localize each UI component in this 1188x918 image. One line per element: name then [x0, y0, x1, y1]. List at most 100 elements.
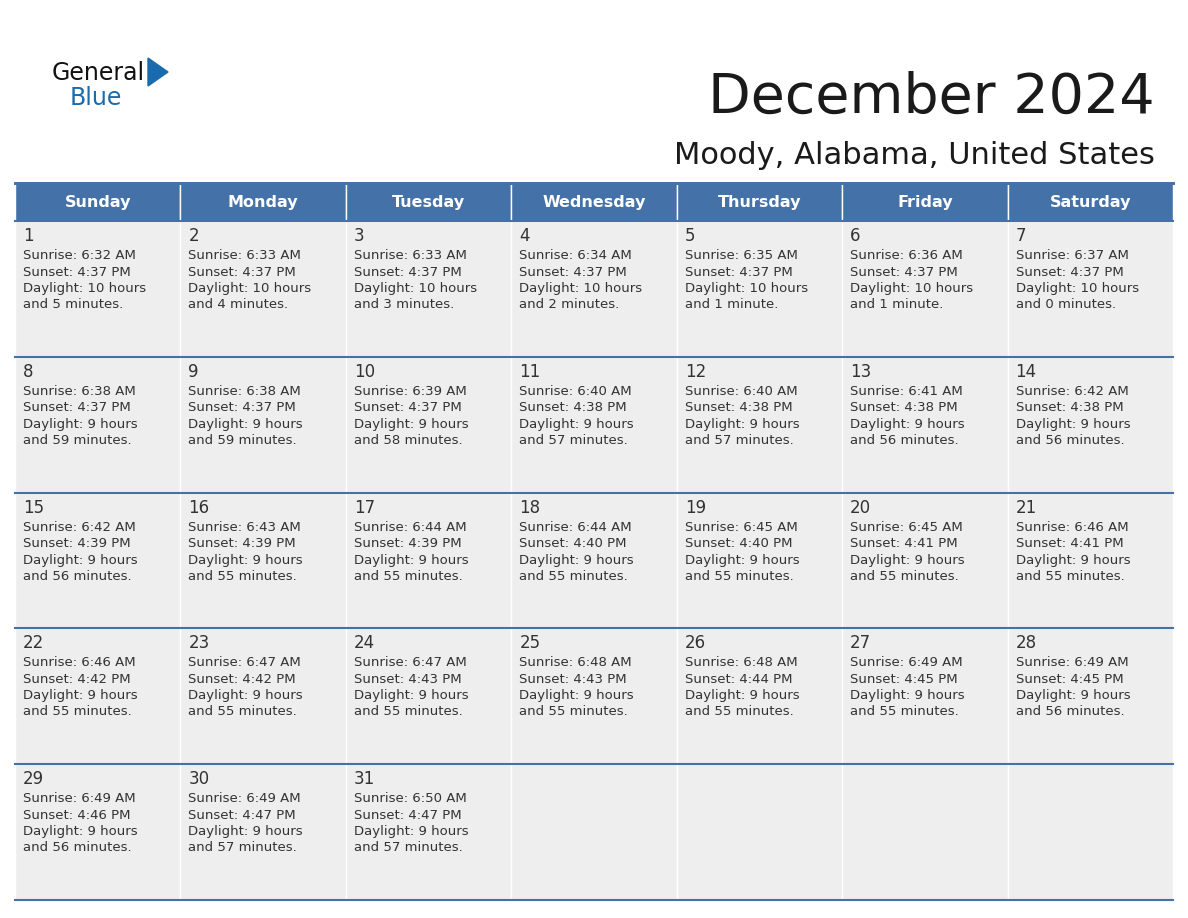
Text: Sunset: 4:44 PM: Sunset: 4:44 PM — [684, 673, 792, 686]
Text: Sunrise: 6:43 AM: Sunrise: 6:43 AM — [189, 521, 302, 533]
Polygon shape — [148, 58, 168, 86]
Bar — [842, 493, 1007, 629]
Text: Sunrise: 6:48 AM: Sunrise: 6:48 AM — [684, 656, 797, 669]
Text: Daylight: 9 hours
and 57 minutes.: Daylight: 9 hours and 57 minutes. — [354, 825, 468, 855]
Text: Sunset: 4:43 PM: Sunset: 4:43 PM — [519, 673, 627, 686]
Text: Sunrise: 6:37 AM: Sunrise: 6:37 AM — [1016, 249, 1129, 262]
Text: Sunrise: 6:44 AM: Sunrise: 6:44 AM — [519, 521, 632, 533]
Text: 4: 4 — [519, 227, 530, 245]
Text: Sunrise: 6:38 AM: Sunrise: 6:38 AM — [23, 385, 135, 397]
Bar — [15, 629, 181, 764]
Text: 30: 30 — [189, 770, 209, 789]
Text: Daylight: 9 hours
and 56 minutes.: Daylight: 9 hours and 56 minutes. — [23, 825, 138, 855]
Text: 22: 22 — [23, 634, 44, 653]
Text: Sunrise: 6:35 AM: Sunrise: 6:35 AM — [684, 249, 797, 262]
Bar — [511, 221, 677, 357]
Text: Sunset: 4:38 PM: Sunset: 4:38 PM — [519, 401, 627, 414]
Text: General: General — [52, 61, 145, 85]
Bar — [842, 221, 1007, 357]
Text: Monday: Monday — [228, 195, 298, 209]
Text: Sunset: 4:38 PM: Sunset: 4:38 PM — [851, 401, 958, 414]
Text: 7: 7 — [1016, 227, 1026, 245]
Bar — [1007, 183, 1173, 221]
Text: 24: 24 — [354, 634, 375, 653]
Text: 20: 20 — [851, 498, 871, 517]
Text: Sunrise: 6:42 AM: Sunrise: 6:42 AM — [1016, 385, 1129, 397]
Text: Sunrise: 6:50 AM: Sunrise: 6:50 AM — [354, 792, 467, 805]
Text: Sunset: 4:40 PM: Sunset: 4:40 PM — [684, 537, 792, 550]
Text: 13: 13 — [851, 363, 871, 381]
Text: 25: 25 — [519, 634, 541, 653]
Text: Sunset: 4:37 PM: Sunset: 4:37 PM — [1016, 265, 1124, 278]
Text: Daylight: 9 hours
and 57 minutes.: Daylight: 9 hours and 57 minutes. — [519, 418, 634, 447]
Text: Sunset: 4:37 PM: Sunset: 4:37 PM — [23, 401, 131, 414]
Text: Sunset: 4:39 PM: Sunset: 4:39 PM — [354, 537, 461, 550]
Text: Sunrise: 6:46 AM: Sunrise: 6:46 AM — [1016, 521, 1129, 533]
Text: Sunrise: 6:47 AM: Sunrise: 6:47 AM — [189, 656, 302, 669]
Text: 2: 2 — [189, 227, 200, 245]
Bar — [842, 629, 1007, 764]
Text: Sunset: 4:43 PM: Sunset: 4:43 PM — [354, 673, 461, 686]
Text: Daylight: 9 hours
and 55 minutes.: Daylight: 9 hours and 55 minutes. — [354, 689, 468, 719]
Bar — [15, 183, 181, 221]
Text: 6: 6 — [851, 227, 860, 245]
Text: Sunset: 4:41 PM: Sunset: 4:41 PM — [851, 537, 958, 550]
Bar — [1007, 493, 1173, 629]
Text: 3: 3 — [354, 227, 365, 245]
Text: Sunset: 4:40 PM: Sunset: 4:40 PM — [519, 537, 627, 550]
Text: Sunrise: 6:33 AM: Sunrise: 6:33 AM — [189, 249, 302, 262]
Text: Saturday: Saturday — [1049, 195, 1131, 209]
Text: 1: 1 — [23, 227, 33, 245]
Text: Daylight: 10 hours
and 1 minute.: Daylight: 10 hours and 1 minute. — [851, 282, 973, 311]
Text: Sunrise: 6:45 AM: Sunrise: 6:45 AM — [684, 521, 797, 533]
Text: Moody, Alabama, United States: Moody, Alabama, United States — [674, 141, 1155, 171]
Bar — [1007, 357, 1173, 493]
Text: Sunset: 4:38 PM: Sunset: 4:38 PM — [684, 401, 792, 414]
Text: Daylight: 9 hours
and 55 minutes.: Daylight: 9 hours and 55 minutes. — [851, 689, 965, 719]
Text: Daylight: 9 hours
and 58 minutes.: Daylight: 9 hours and 58 minutes. — [354, 418, 468, 447]
Bar — [15, 221, 181, 357]
Bar — [346, 357, 511, 493]
Text: Sunrise: 6:49 AM: Sunrise: 6:49 AM — [1016, 656, 1129, 669]
Text: Sunset: 4:45 PM: Sunset: 4:45 PM — [851, 673, 958, 686]
Text: Sunset: 4:37 PM: Sunset: 4:37 PM — [189, 401, 296, 414]
Text: Sunset: 4:37 PM: Sunset: 4:37 PM — [23, 265, 131, 278]
Text: Sunset: 4:42 PM: Sunset: 4:42 PM — [189, 673, 296, 686]
Text: Sunrise: 6:48 AM: Sunrise: 6:48 AM — [519, 656, 632, 669]
Text: Sunrise: 6:40 AM: Sunrise: 6:40 AM — [519, 385, 632, 397]
Text: Daylight: 9 hours
and 59 minutes.: Daylight: 9 hours and 59 minutes. — [189, 418, 303, 447]
Text: 29: 29 — [23, 770, 44, 789]
Text: Sunrise: 6:36 AM: Sunrise: 6:36 AM — [851, 249, 963, 262]
Text: Daylight: 9 hours
and 55 minutes.: Daylight: 9 hours and 55 minutes. — [1016, 554, 1130, 583]
Text: Sunset: 4:37 PM: Sunset: 4:37 PM — [519, 265, 627, 278]
Text: Daylight: 10 hours
and 4 minutes.: Daylight: 10 hours and 4 minutes. — [189, 282, 311, 311]
Bar — [15, 764, 181, 900]
Bar — [511, 764, 677, 900]
Text: Daylight: 9 hours
and 56 minutes.: Daylight: 9 hours and 56 minutes. — [851, 418, 965, 447]
Text: 21: 21 — [1016, 498, 1037, 517]
Bar — [15, 493, 181, 629]
Text: Sunrise: 6:40 AM: Sunrise: 6:40 AM — [684, 385, 797, 397]
Text: Blue: Blue — [70, 86, 122, 110]
Text: Sunrise: 6:38 AM: Sunrise: 6:38 AM — [189, 385, 302, 397]
Bar — [346, 629, 511, 764]
Text: 17: 17 — [354, 498, 375, 517]
Text: 9: 9 — [189, 363, 198, 381]
Text: Sunrise: 6:42 AM: Sunrise: 6:42 AM — [23, 521, 135, 533]
Text: 14: 14 — [1016, 363, 1037, 381]
Bar — [181, 183, 346, 221]
Bar — [511, 493, 677, 629]
Bar — [511, 183, 677, 221]
Text: Sunset: 4:47 PM: Sunset: 4:47 PM — [189, 809, 296, 822]
Text: Daylight: 9 hours
and 56 minutes.: Daylight: 9 hours and 56 minutes. — [1016, 689, 1130, 719]
Text: 5: 5 — [684, 227, 695, 245]
Bar — [346, 764, 511, 900]
Bar — [181, 629, 346, 764]
Text: Daylight: 9 hours
and 56 minutes.: Daylight: 9 hours and 56 minutes. — [1016, 418, 1130, 447]
Text: Daylight: 9 hours
and 55 minutes.: Daylight: 9 hours and 55 minutes. — [519, 689, 634, 719]
Bar — [842, 183, 1007, 221]
Text: Sunrise: 6:47 AM: Sunrise: 6:47 AM — [354, 656, 467, 669]
Text: Sunrise: 6:39 AM: Sunrise: 6:39 AM — [354, 385, 467, 397]
Text: 31: 31 — [354, 770, 375, 789]
Bar — [511, 357, 677, 493]
